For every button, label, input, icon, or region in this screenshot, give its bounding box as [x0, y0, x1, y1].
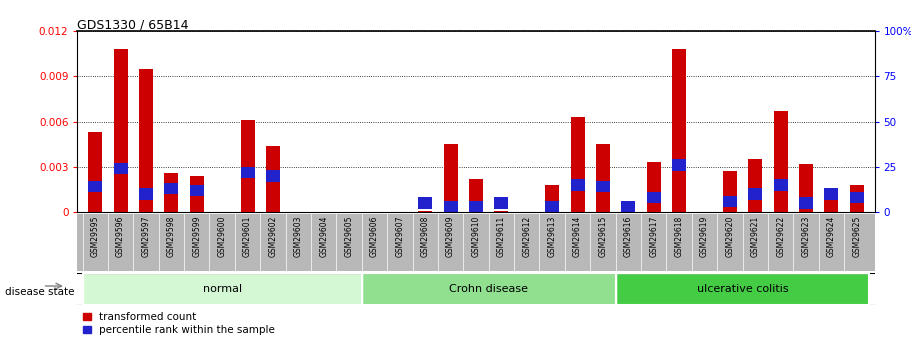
Text: GSM29611: GSM29611	[496, 216, 506, 257]
Bar	[495, 211, 508, 212]
Text: GSM29612: GSM29612	[522, 216, 531, 257]
Bar	[773, 179, 788, 191]
Text: disease state: disease state	[5, 287, 74, 296]
Bar	[748, 188, 763, 200]
Text: GSM29595: GSM29595	[91, 216, 99, 257]
Bar	[545, 201, 559, 212]
Bar	[83, 273, 362, 305]
Text: GSM29618: GSM29618	[674, 216, 683, 257]
Bar	[444, 201, 457, 212]
Bar	[850, 192, 864, 203]
Bar	[799, 197, 813, 209]
Text: GSM29605: GSM29605	[344, 216, 353, 257]
Bar	[596, 181, 609, 193]
Text: GSM29599: GSM29599	[192, 216, 201, 257]
Bar	[647, 192, 660, 203]
Text: GSM29621: GSM29621	[751, 216, 760, 257]
Bar	[850, 185, 864, 212]
Bar	[418, 197, 432, 209]
Text: GSM29606: GSM29606	[370, 216, 379, 257]
Bar	[722, 171, 737, 212]
Text: GSM29625: GSM29625	[853, 216, 861, 257]
Text: GSM29602: GSM29602	[269, 216, 278, 257]
Bar	[189, 185, 204, 196]
Text: GSM29610: GSM29610	[472, 216, 480, 257]
Bar	[621, 211, 635, 212]
Bar	[164, 183, 179, 194]
Text: GSM29616: GSM29616	[624, 216, 633, 257]
Bar	[773, 111, 788, 212]
Bar	[164, 173, 179, 212]
Bar	[621, 201, 635, 212]
Bar	[722, 196, 737, 207]
Text: GDS1330 / 65B14: GDS1330 / 65B14	[77, 18, 189, 31]
Bar	[824, 188, 838, 200]
Bar	[495, 197, 508, 209]
Bar	[88, 181, 102, 193]
Text: GSM29622: GSM29622	[776, 216, 785, 257]
Text: GSM29615: GSM29615	[599, 216, 608, 257]
Text: GSM29623: GSM29623	[802, 216, 811, 257]
Text: GSM29603: GSM29603	[293, 216, 302, 257]
Bar	[616, 273, 869, 305]
Bar	[570, 179, 585, 191]
Text: GSM29619: GSM29619	[700, 216, 709, 257]
Bar	[114, 163, 128, 174]
Text: GSM29597: GSM29597	[141, 216, 150, 257]
Bar	[469, 179, 483, 212]
Bar	[570, 117, 585, 212]
Bar	[362, 273, 616, 305]
Bar	[139, 188, 153, 200]
Text: GSM29613: GSM29613	[548, 216, 557, 257]
Text: GSM29596: GSM29596	[116, 216, 125, 257]
Bar	[266, 170, 280, 181]
Bar	[444, 144, 457, 212]
Text: GSM29609: GSM29609	[446, 216, 456, 257]
Bar	[241, 167, 254, 178]
Bar	[748, 159, 763, 212]
Bar	[596, 144, 609, 212]
Bar	[139, 69, 153, 212]
Text: GSM29607: GSM29607	[395, 216, 404, 257]
Text: GSM29604: GSM29604	[319, 216, 328, 257]
Bar	[469, 201, 483, 212]
Bar	[418, 211, 432, 212]
Text: GSM29614: GSM29614	[573, 216, 582, 257]
Text: ulcerative colitis: ulcerative colitis	[697, 284, 788, 294]
Bar	[241, 120, 254, 212]
Text: Crohn disease: Crohn disease	[449, 284, 528, 294]
Bar	[647, 162, 660, 212]
Text: GSM29617: GSM29617	[650, 216, 659, 257]
Bar	[545, 185, 559, 212]
Text: GSM29620: GSM29620	[725, 216, 734, 257]
Text: normal: normal	[202, 284, 241, 294]
Bar	[189, 176, 204, 212]
Bar	[672, 159, 686, 171]
Text: GSM29624: GSM29624	[827, 216, 836, 257]
Bar	[824, 189, 838, 212]
Text: GSM29598: GSM29598	[167, 216, 176, 257]
Text: GSM29601: GSM29601	[243, 216, 252, 257]
Text: GSM29600: GSM29600	[218, 216, 227, 257]
Text: GSM29608: GSM29608	[421, 216, 430, 257]
Bar	[799, 164, 813, 212]
Bar	[88, 132, 102, 212]
Bar	[672, 49, 686, 212]
Bar	[114, 49, 128, 212]
Bar	[266, 146, 280, 212]
Legend: transformed count, percentile rank within the sample: transformed count, percentile rank withi…	[83, 312, 275, 335]
